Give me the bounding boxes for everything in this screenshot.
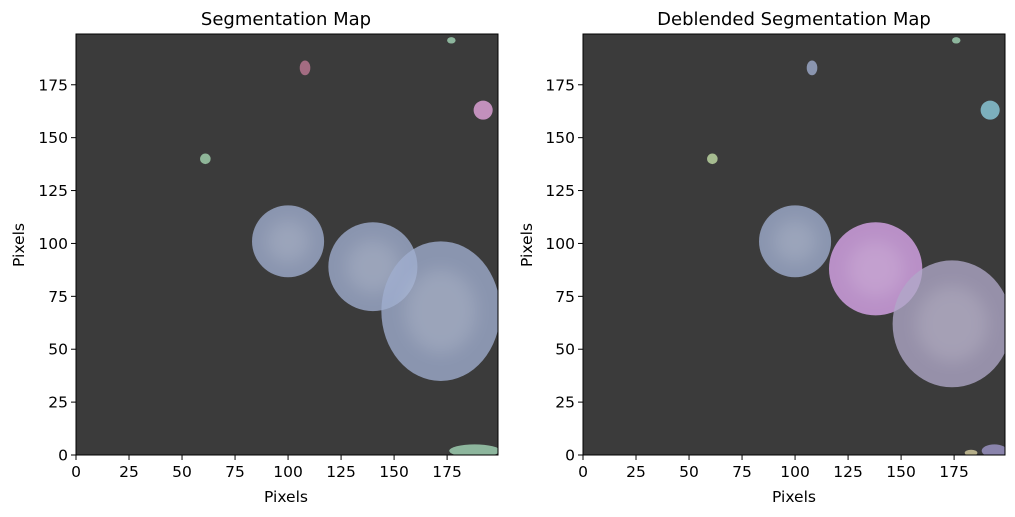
source-core [847, 240, 904, 297]
x-tick-label: 125 [326, 463, 356, 481]
y-tick-label: 125 [545, 182, 575, 200]
x-tick-label: 25 [626, 463, 646, 481]
x-tick-label: 25 [119, 463, 139, 481]
x-tick-label: 50 [679, 463, 699, 481]
x-tick-label: 50 [172, 463, 192, 481]
segmentation-map-panel: Segmentation Map 0 25 50 75 100 125 150 175 0 25… [10, 9, 499, 506]
y-axis-ticks: 0 25 50 75 100 125 150 175 [38, 76, 76, 465]
plot-frame [75, 33, 499, 456]
y-tick-label: 75 [48, 288, 68, 306]
source-core [405, 269, 477, 354]
y-tick-label: 100 [38, 235, 68, 253]
x-tick-label: 0 [578, 463, 588, 481]
y-tick-label: 125 [38, 182, 68, 200]
y-tick-label: 25 [48, 394, 68, 412]
segment-edge-source-1 [981, 444, 1005, 455]
x-tick-label: 100 [780, 463, 810, 481]
segment-small-source-3 [707, 153, 718, 165]
segment-blob [951, 37, 961, 44]
y-tick-label: 175 [545, 76, 575, 94]
x-axis-ticks: 0 25 50 75 100 125 150 175 [578, 455, 969, 481]
segment-edge-source-3 [951, 37, 961, 44]
y-tick-label: 150 [545, 129, 575, 147]
x-tick-label: 75 [732, 463, 752, 481]
segment-small-source-1 [806, 60, 818, 76]
segment-small-source-1 [299, 60, 311, 76]
x-tick-label: 0 [71, 463, 81, 481]
y-axis-label: Pixels [518, 223, 536, 267]
plot-frame [582, 33, 1006, 456]
y-tick-label: 0 [565, 447, 575, 465]
x-tick-label: 125 [833, 463, 863, 481]
segment-blob [447, 37, 456, 44]
segment-small-source-3 [200, 153, 211, 165]
segment-edge-source-1 [449, 444, 498, 455]
segment-blob [707, 153, 718, 165]
deblended-segmentation-map-panel: Deblended Segmentation Map 0 25 50 75 100 125… [518, 9, 1006, 506]
segment-blob [200, 153, 211, 165]
x-tick-label: 100 [273, 463, 303, 481]
segment-blob [806, 60, 818, 76]
source-core [916, 285, 988, 362]
segment-edge-source-2 [964, 449, 978, 455]
segment-blob [981, 444, 1005, 455]
segment-deblended-source-3 [892, 260, 1005, 388]
x-axis-label: Pixels [772, 488, 816, 506]
chart-title: Segmentation Map [201, 9, 371, 30]
y-tick-label: 25 [555, 394, 575, 412]
segment-blob [473, 100, 493, 120]
y-tick-label: 150 [38, 129, 68, 147]
plot-area [582, 33, 1006, 456]
y-axis-label: Pixels [10, 223, 28, 267]
chart-title: Deblended Segmentation Map [657, 9, 931, 30]
source-core [773, 219, 817, 263]
y-tick-label: 50 [555, 341, 575, 359]
segment-blob [964, 449, 978, 455]
source-core [346, 240, 400, 294]
x-tick-label: 150 [379, 463, 409, 481]
segment-deblended-source-2 [828, 222, 923, 316]
segment-small-source-2 [473, 100, 493, 120]
segment-blob [299, 60, 311, 76]
x-tick-label: 150 [886, 463, 916, 481]
segment-blob [980, 100, 1000, 120]
y-tick-label: 100 [545, 235, 575, 253]
x-tick-label: 75 [225, 463, 245, 481]
source-core [266, 219, 310, 263]
plot-area [75, 33, 499, 456]
y-tick-label: 175 [38, 76, 68, 94]
y-axis-ticks: 0 25 50 75 100 125 150 175 [545, 76, 583, 465]
x-axis-ticks: 0 25 50 75 100 125 150 175 [71, 455, 462, 481]
y-tick-label: 50 [48, 341, 68, 359]
y-tick-label: 75 [555, 288, 575, 306]
segment-blob [449, 444, 498, 455]
x-tick-label: 175 [432, 463, 462, 481]
y-tick-label: 0 [58, 447, 68, 465]
segment-small-source-2 [980, 100, 1000, 120]
segment-edge-source-2 [447, 37, 456, 44]
segment-large-merged-source [252, 205, 498, 381]
x-axis-label: Pixels [264, 488, 308, 506]
segment-deblended-source-1 [759, 205, 832, 278]
x-tick-label: 175 [939, 463, 969, 481]
